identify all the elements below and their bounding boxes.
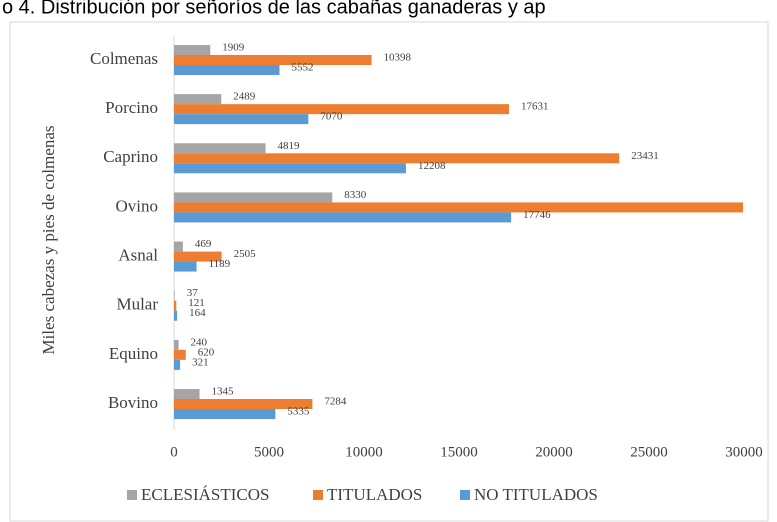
x-tick-label: 5000 bbox=[254, 444, 284, 460]
x-tick-label: 0 bbox=[170, 444, 178, 460]
bar bbox=[174, 300, 177, 311]
bar bbox=[174, 143, 266, 154]
bar bbox=[174, 251, 222, 262]
bar bbox=[174, 241, 183, 252]
y-tick-label: Caprino bbox=[103, 147, 158, 166]
legend-swatch bbox=[313, 490, 323, 500]
y-tick-label: Ovino bbox=[116, 196, 159, 215]
y-tick-label: Bovino bbox=[108, 393, 158, 412]
x-tick-label: 10000 bbox=[345, 444, 383, 460]
data-label: 5335 bbox=[287, 406, 310, 418]
y-tick-label: Mular bbox=[116, 295, 158, 314]
x-tick-label: 25000 bbox=[630, 444, 668, 460]
x-tick-label: 20000 bbox=[535, 444, 573, 460]
data-label: 5552 bbox=[291, 62, 313, 74]
bar bbox=[174, 45, 211, 55]
x-tick-label: 15000 bbox=[440, 444, 478, 460]
data-label: 2489 bbox=[233, 91, 256, 103]
bar bbox=[174, 192, 333, 203]
data-label: 37 bbox=[187, 287, 199, 299]
bar bbox=[174, 153, 620, 164]
y-tick-label: Equino bbox=[109, 344, 158, 363]
data-label: 121 bbox=[188, 297, 205, 309]
bar bbox=[174, 202, 744, 213]
bar bbox=[174, 114, 309, 125]
bar bbox=[174, 212, 512, 223]
bar bbox=[174, 104, 509, 115]
legend-label: NO TITULADOS bbox=[474, 485, 598, 504]
bar bbox=[174, 389, 200, 399]
x-tick-label: 30000 bbox=[725, 444, 763, 460]
data-label: 17631 bbox=[521, 101, 549, 113]
y-axis-title: Miles cabezas y pies de colmenas bbox=[39, 126, 58, 355]
data-label: 1189 bbox=[209, 258, 231, 270]
legend-swatch bbox=[460, 490, 470, 500]
bar bbox=[174, 65, 280, 75]
legend-label: ECLESIÁSTICOS bbox=[141, 485, 269, 504]
legend-swatch bbox=[127, 490, 137, 500]
legend-label: TITULADOS bbox=[327, 485, 422, 504]
data-label: 620 bbox=[198, 346, 215, 358]
data-label: 8330 bbox=[344, 189, 367, 201]
y-tick-label: Colmenas bbox=[90, 49, 158, 68]
data-label: 240 bbox=[191, 336, 208, 348]
data-label: 17746 bbox=[523, 209, 551, 221]
data-label: 23431 bbox=[631, 150, 659, 162]
bar bbox=[174, 399, 313, 409]
bar bbox=[174, 290, 175, 301]
data-label: 469 bbox=[195, 238, 212, 250]
data-label: 7284 bbox=[324, 396, 347, 408]
data-label: 10398 bbox=[384, 52, 412, 64]
bar bbox=[174, 409, 276, 419]
bar bbox=[174, 359, 181, 370]
data-label: 1909 bbox=[222, 42, 245, 54]
data-label: 2505 bbox=[234, 248, 257, 260]
bar bbox=[174, 349, 186, 360]
data-label: 4819 bbox=[278, 140, 301, 152]
y-tick-label: Porcino bbox=[105, 98, 158, 117]
data-label: 7070 bbox=[320, 111, 343, 123]
bar bbox=[174, 94, 222, 105]
bar bbox=[174, 55, 372, 65]
data-label: 321 bbox=[192, 356, 209, 368]
bar bbox=[174, 163, 406, 174]
bar bbox=[174, 339, 179, 350]
data-label: 1345 bbox=[212, 386, 235, 398]
data-label: 12208 bbox=[418, 160, 446, 172]
bar bbox=[174, 310, 178, 321]
y-tick-label: Asnal bbox=[118, 245, 158, 264]
bar bbox=[174, 261, 197, 272]
chart-title: o 4. Distribución por señoríos de las ca… bbox=[2, 0, 546, 18]
data-label: 164 bbox=[189, 307, 206, 319]
